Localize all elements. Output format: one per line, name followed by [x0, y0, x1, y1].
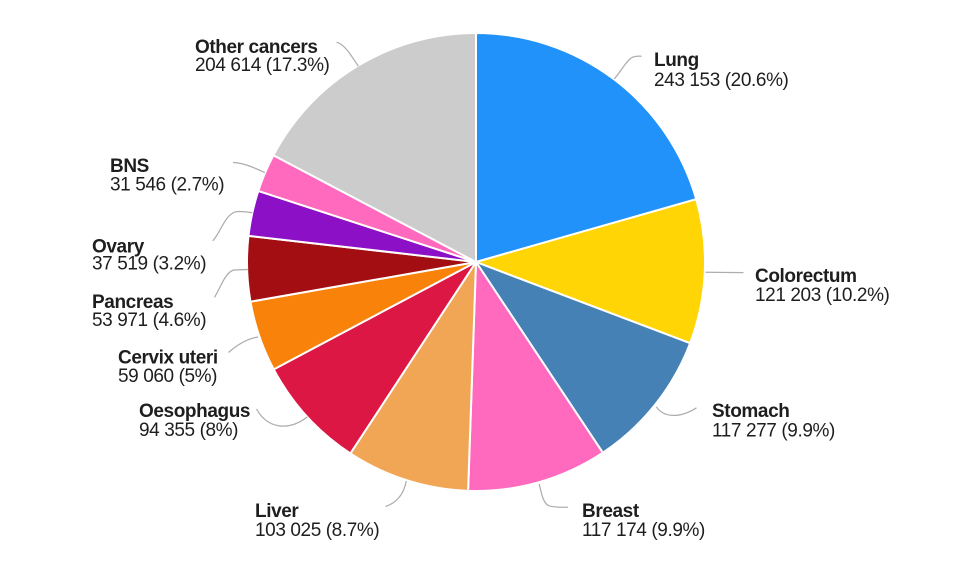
svg-text:Cervix uteri: Cervix uteri: [118, 347, 218, 368]
svg-text:Liver: Liver: [255, 501, 299, 522]
svg-text:Oesophagus: Oesophagus: [139, 401, 250, 422]
svg-text:53 971 (4.6%): 53 971 (4.6%): [92, 310, 206, 331]
svg-text:204 614 (17.3%): 204 614 (17.3%): [195, 55, 330, 76]
svg-text:121 203 (10.2%): 121 203 (10.2%): [755, 285, 890, 306]
svg-text:Pancreas: Pancreas: [92, 292, 173, 313]
svg-text:37 519 (3.2%): 37 519 (3.2%): [92, 254, 206, 275]
svg-text:94 355 (8%): 94 355 (8%): [139, 420, 238, 441]
svg-text:117 174 (9.9%): 117 174 (9.9%): [582, 520, 705, 541]
svg-text:Lung: Lung: [654, 50, 699, 71]
svg-text:243 153 (20.6%): 243 153 (20.6%): [654, 70, 789, 91]
svg-text:Ovary: Ovary: [92, 236, 145, 257]
svg-text:31 546 (2.7%): 31 546 (2.7%): [110, 175, 224, 196]
svg-text:Colorectum: Colorectum: [755, 266, 857, 287]
svg-text:Other cancers: Other cancers: [195, 37, 318, 58]
svg-text:117 277 (9.9%): 117 277 (9.9%): [712, 420, 835, 441]
svg-text:Stomach: Stomach: [712, 401, 789, 422]
svg-text:Breast: Breast: [582, 501, 640, 522]
svg-text:59 060 (5%): 59 060 (5%): [118, 366, 217, 387]
svg-text:103 025 (8.7%): 103 025 (8.7%): [255, 520, 379, 541]
svg-text:BNS: BNS: [110, 156, 149, 177]
